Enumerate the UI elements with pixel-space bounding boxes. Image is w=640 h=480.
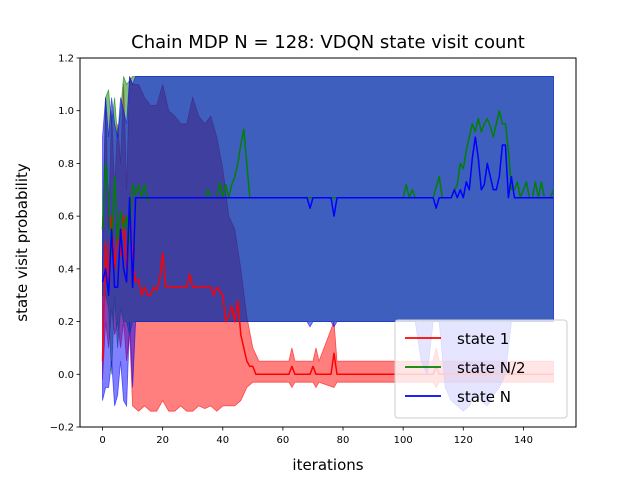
y-tick-label: 0.2	[58, 317, 74, 328]
legend-label-state-n-2: state N/2	[457, 359, 526, 377]
x-tick-label: 120	[454, 435, 473, 446]
legend-label-state-n: state N	[457, 388, 511, 406]
legend-label-state-1: state 1	[457, 330, 509, 348]
x-tick-label: 20	[156, 435, 169, 446]
x-tick-label: 40	[216, 435, 229, 446]
x-axis-label: iterations	[292, 456, 363, 474]
axes-frame	[79, 57, 577, 428]
y-tick-label: 0.4	[58, 264, 74, 275]
x-tick-label: 60	[277, 435, 290, 446]
series-lines	[101, 109, 555, 376]
y-tick-label: 0.8	[58, 159, 74, 170]
line-state-n	[101, 136, 554, 296]
legend: state 1 state N/2 state N	[394, 319, 568, 419]
y-tick-label: −0.2	[50, 423, 74, 434]
x-tick-label: 80	[337, 435, 350, 446]
x-tick-label: 100	[394, 435, 413, 446]
chart-title: Chain MDP N = 128: VDQN state visit coun…	[131, 32, 525, 53]
axis-ticks: 0 20 40 60 80 100 120 140 −0.2 0.0 0.2 0.4 0.6 0.8 1.0…	[50, 54, 533, 447]
legend-box	[394, 319, 568, 419]
y-tick-label: 1.0	[58, 106, 74, 117]
y-tick-label: 0.0	[58, 370, 74, 381]
y-axis-label: state visit probability	[13, 163, 31, 322]
y-tick-label: 1.2	[58, 54, 74, 65]
x-tick-label: 140	[514, 435, 533, 446]
y-tick-label: 0.6	[58, 212, 74, 223]
x-tick-label: 0	[99, 435, 105, 446]
